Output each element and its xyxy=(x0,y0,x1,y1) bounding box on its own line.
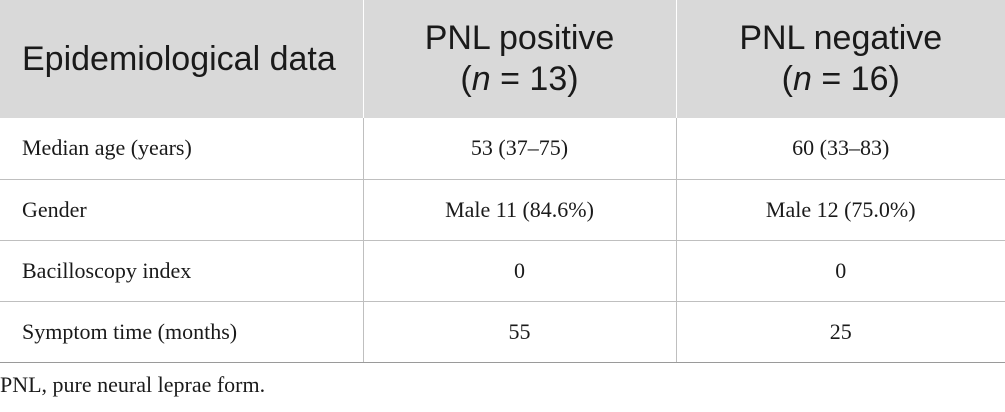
cell-pnl-negative: 60 (33–83) xyxy=(675,118,1005,180)
cell-pnl-positive: 0 xyxy=(362,240,676,302)
cell-pnl-negative: 0 xyxy=(675,240,1005,302)
cell-pnl-positive: 53 (37–75) xyxy=(362,118,676,180)
row-label: Bacilloscopy index xyxy=(0,240,363,302)
table-header: Epidemiological data PNL positive (n = 1… xyxy=(0,0,1005,118)
table-body: Median age (years) 53 (37–75) 60 (33–83)… xyxy=(0,118,1005,363)
cell-pnl-negative: 25 xyxy=(675,301,1005,363)
header-pnl-negative-n-symbol: n xyxy=(793,60,812,98)
header-pnl-positive: PNL positive (n = 13) xyxy=(362,0,676,118)
header-pnl-negative-label: PNL negative xyxy=(739,19,943,57)
header-pnl-negative-n-value: = 16) xyxy=(811,60,900,98)
table-footnote: PNL, pure neural leprae form. xyxy=(0,372,266,397)
header-epidemiological-data-text: Epidemiological data xyxy=(22,39,336,78)
header-row: Epidemiological data PNL positive (n = 1… xyxy=(0,0,1005,118)
header-pnl-positive-n-value: = 13) xyxy=(490,60,579,98)
cell-pnl-negative: Male 12 (75.0%) xyxy=(675,179,1005,241)
data-table-container: Epidemiological data PNL positive (n = 1… xyxy=(0,0,1005,363)
row-label: Median age (years) xyxy=(0,118,363,180)
cell-pnl-positive: Male 11 (84.6%) xyxy=(362,179,676,241)
row-label: Gender xyxy=(0,179,363,241)
table-row: Bacilloscopy index 0 0 xyxy=(0,240,1005,302)
row-label: Symptom time (months) xyxy=(0,301,363,363)
table-row: Symptom time (months) 55 25 xyxy=(0,301,1005,363)
header-pnl-negative: PNL negative (n = 16) xyxy=(675,0,1005,118)
header-epidemiological-data: Epidemiological data xyxy=(0,0,363,118)
header-pnl-positive-label: PNL positive xyxy=(424,19,615,57)
epidemiological-data-table: Epidemiological data PNL positive (n = 1… xyxy=(0,0,1005,363)
cell-pnl-positive: 55 xyxy=(362,301,676,363)
table-row: Gender Male 11 (84.6%) Male 12 (75.0%) xyxy=(0,179,1005,241)
table-row: Median age (years) 53 (37–75) 60 (33–83) xyxy=(0,118,1005,180)
header-pnl-positive-n-symbol: n xyxy=(471,60,491,98)
